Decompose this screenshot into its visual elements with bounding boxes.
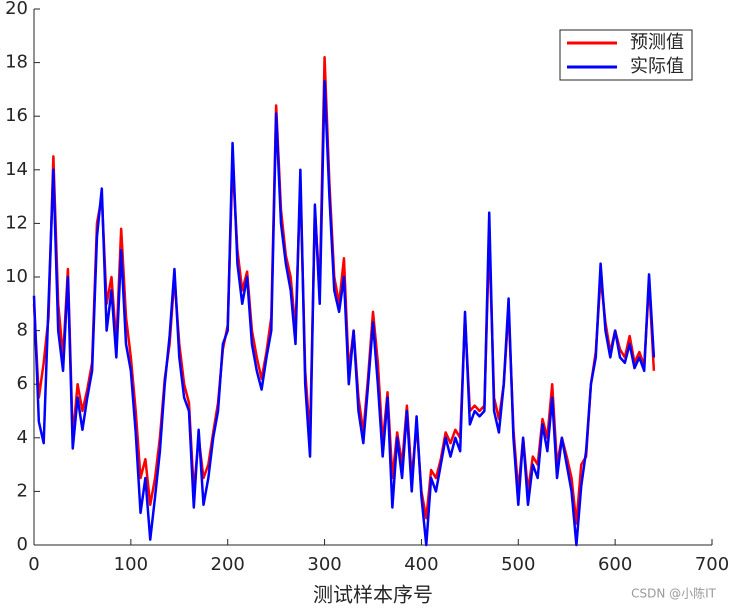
y-tick-label: 20 xyxy=(5,0,28,19)
y-tick-label: 12 xyxy=(5,212,28,233)
x-axis-label: 测试样本序号 xyxy=(313,583,433,607)
legend-box xyxy=(559,29,693,81)
x-tick-label: 300 xyxy=(307,554,341,575)
y-tick-label: 8 xyxy=(17,320,28,341)
x-tick-label: 500 xyxy=(501,554,535,575)
y-tick-label: 10 xyxy=(5,266,28,287)
y-tick-label: 0 xyxy=(17,534,28,555)
series-line xyxy=(32,80,656,547)
y-tick-label: 2 xyxy=(17,480,28,501)
legend-label: 实际值 xyxy=(630,56,684,77)
x-tick-label: 0 xyxy=(28,554,39,575)
y-tick-label: 18 xyxy=(5,52,28,73)
x-tick-label: 400 xyxy=(404,554,438,575)
legend-label: 预测值 xyxy=(630,32,684,53)
y-tick-label: 16 xyxy=(5,105,28,126)
watermark: CSDN @小陈IT xyxy=(631,586,717,601)
y-tick-label: 6 xyxy=(17,373,28,394)
x-tick-label: 600 xyxy=(598,554,632,575)
x-tick-label: 200 xyxy=(211,554,245,575)
x-tick-label: 100 xyxy=(114,554,148,575)
x-tick-label: 700 xyxy=(695,554,729,575)
y-tick-label: 14 xyxy=(5,159,28,180)
y-tick-label: 4 xyxy=(17,427,28,448)
